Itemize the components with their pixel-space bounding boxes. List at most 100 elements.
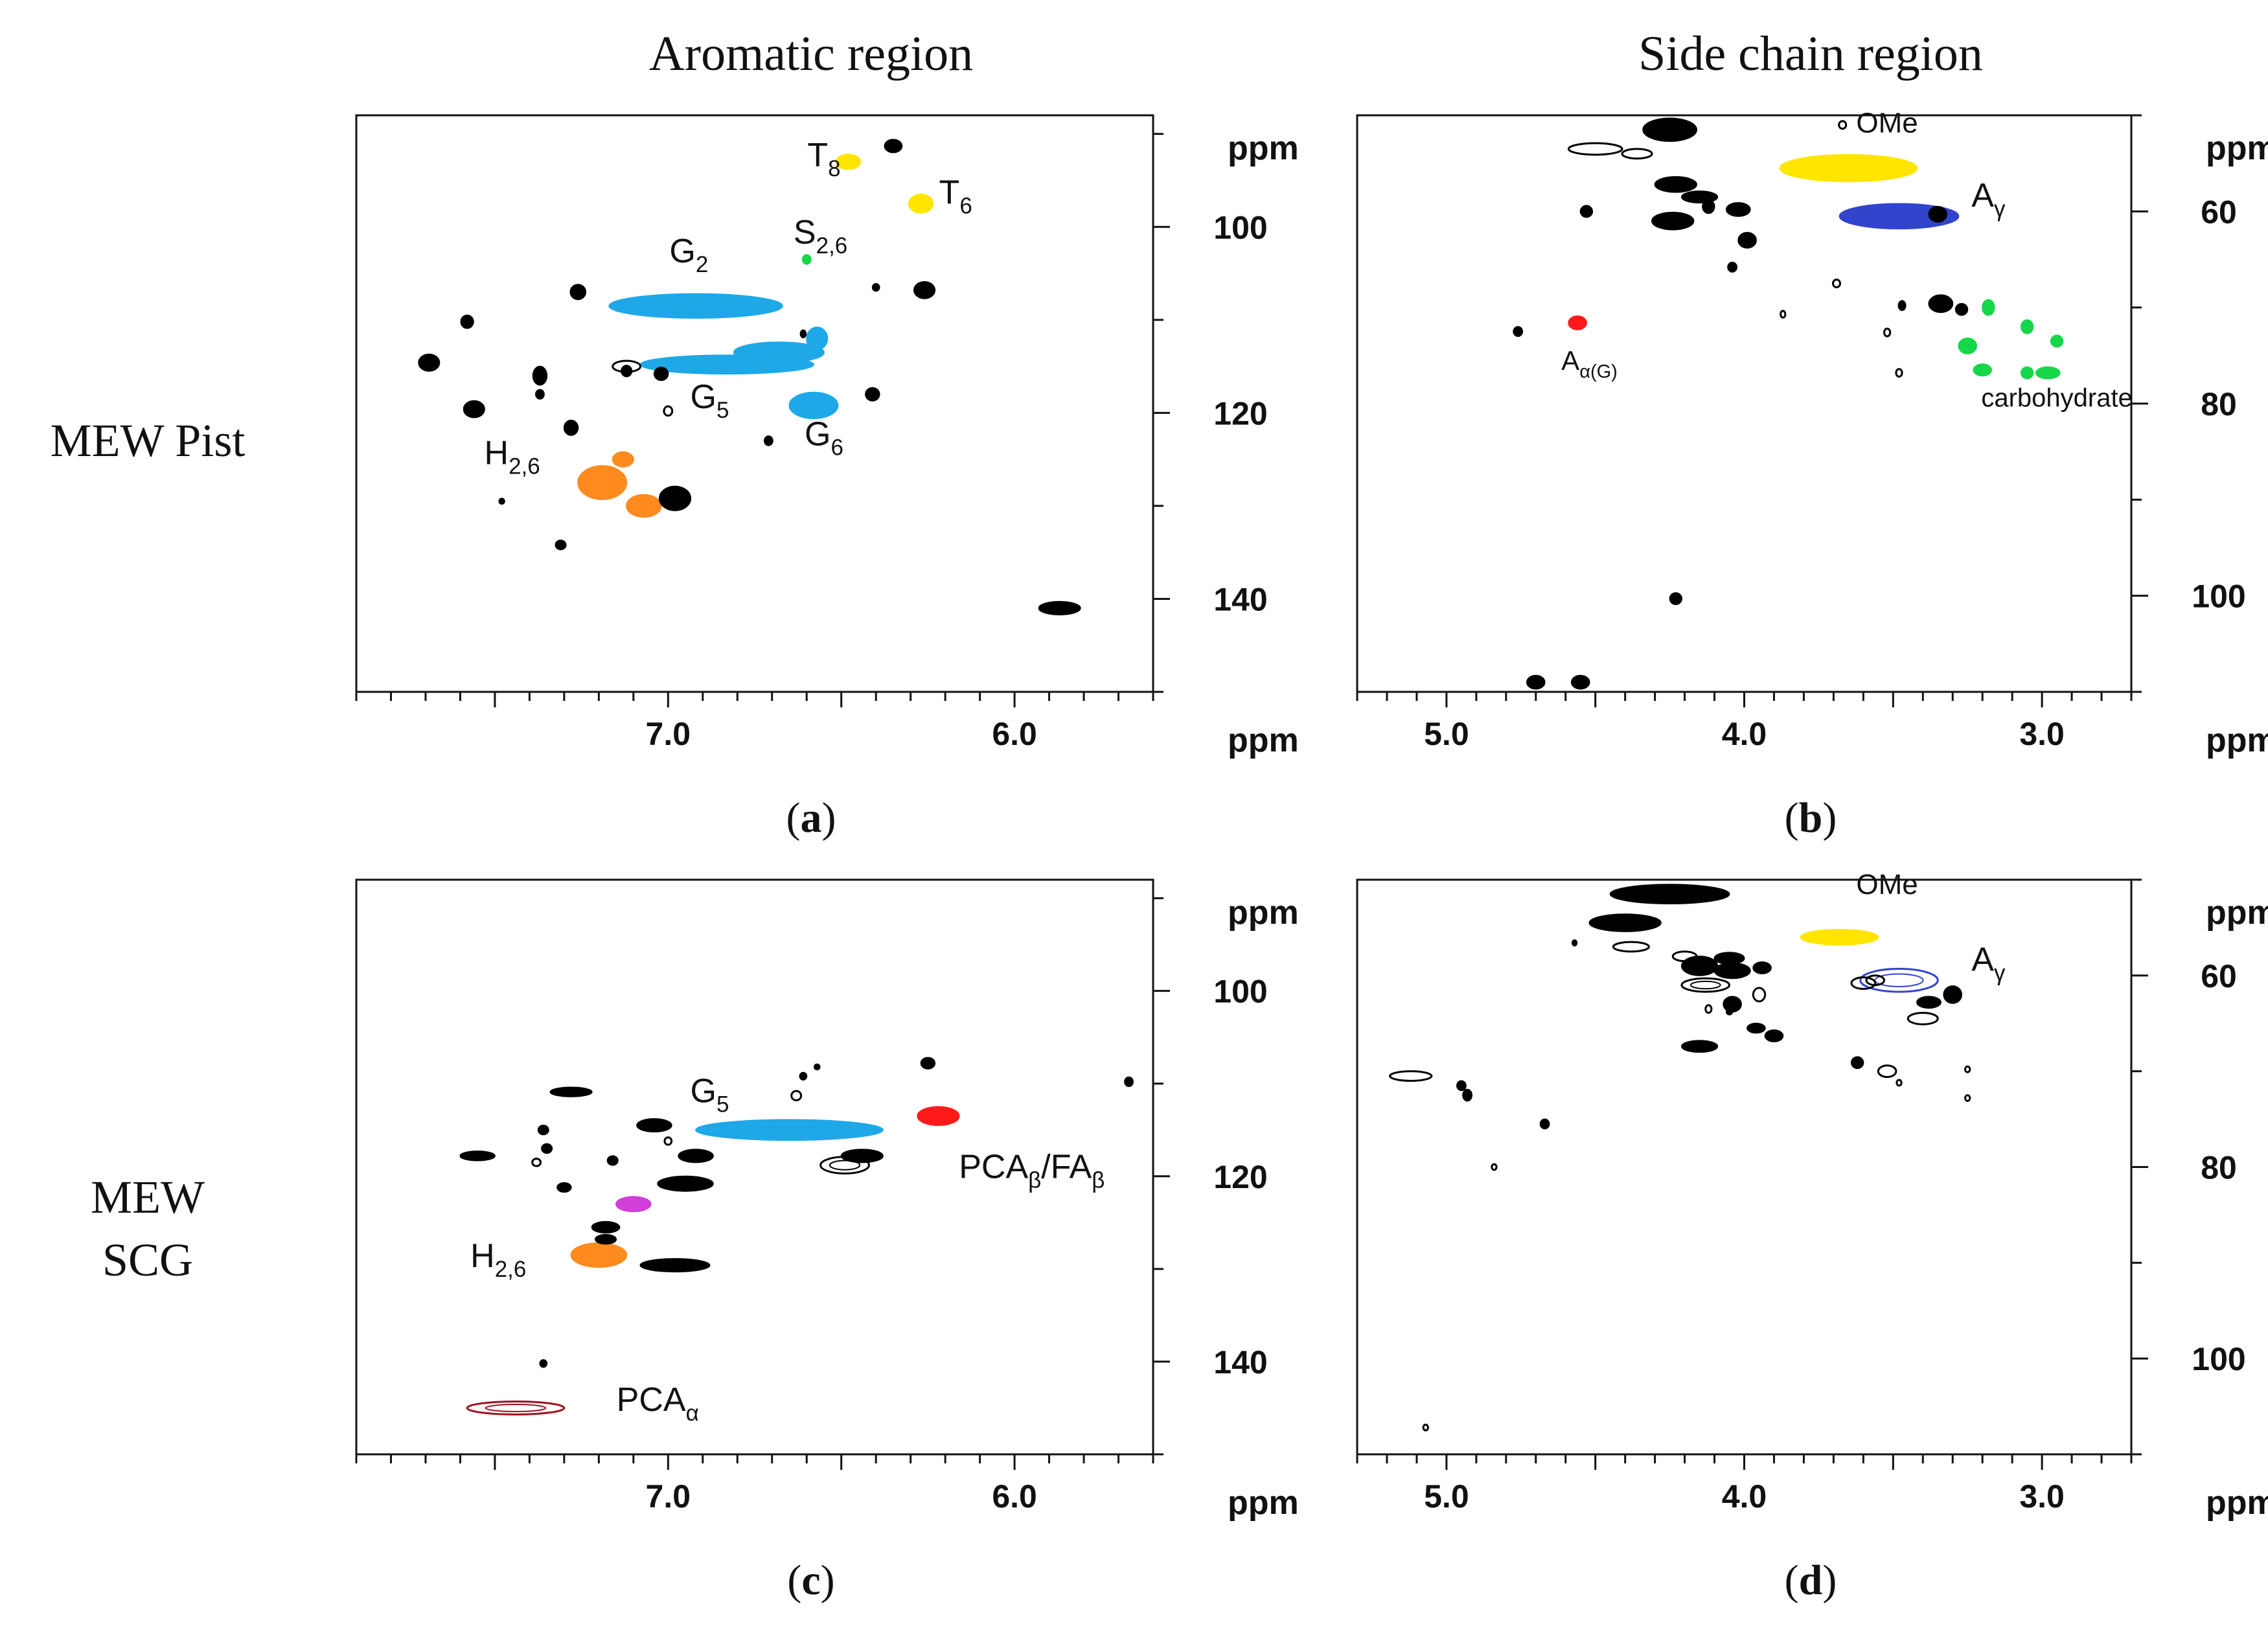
peak-black	[1609, 884, 1730, 904]
x-tick-label: 7.0	[646, 716, 691, 752]
annotation-base: T	[939, 174, 960, 211]
peak-yellow	[908, 194, 934, 214]
peak-annotation: PCAβ/FAβ	[959, 1149, 1105, 1193]
y-axis-label: ppm	[1228, 894, 1299, 932]
peak-contour-inner	[829, 1160, 861, 1171]
peak-contour	[1671, 950, 1698, 963]
peak-black	[555, 540, 567, 551]
annotation-subscript: 2,6	[816, 233, 848, 258]
annotation-base: A	[1971, 941, 1994, 978]
peak-black	[460, 314, 474, 329]
peak-contour-inner	[1690, 980, 1721, 990]
peak-red	[1568, 315, 1587, 330]
peak-contour	[1964, 1065, 1971, 1073]
peak-black	[799, 1071, 808, 1081]
peak-black	[1713, 962, 1751, 979]
annotation-base: G	[805, 416, 830, 453]
annotation-tail: /FA	[1041, 1149, 1092, 1186]
y-tick-label: 100	[1213, 974, 1267, 1010]
peak-orange	[626, 494, 662, 518]
peak-contour	[1621, 148, 1653, 160]
y-tick-label: 140	[1213, 1344, 1267, 1380]
peak-contour	[1859, 967, 1939, 993]
peak-black	[549, 1086, 593, 1097]
annotation-subscript: 8	[828, 156, 840, 181]
peak-black	[1916, 996, 1942, 1009]
x-axis-label: ppm	[2206, 1484, 2268, 1522]
peak-black	[884, 139, 903, 154]
peak-green	[1973, 363, 1992, 376]
peak-black	[639, 1258, 711, 1273]
annotation-base: A	[1561, 345, 1579, 376]
peak-annotation: PCAα	[617, 1381, 699, 1426]
annotation-subscript: γ	[1994, 960, 2006, 985]
peak-contour	[1567, 142, 1623, 156]
peak-contour	[1831, 279, 1841, 289]
peak-black	[1651, 211, 1695, 231]
peak-black	[537, 1125, 549, 1136]
caption-c-letter: c	[801, 1557, 821, 1604]
peak-green	[1958, 338, 1977, 354]
x-tick-label: 4.0	[1722, 1478, 1767, 1515]
peak-black	[535, 389, 545, 400]
peak-contour	[1704, 1004, 1713, 1014]
peak-black	[595, 1233, 617, 1245]
row-label-mew-pist: MEW Pist	[12, 409, 284, 472]
peak-black	[1038, 601, 1081, 615]
peak-black	[913, 280, 936, 299]
peak-black	[799, 329, 807, 339]
peak-black	[1669, 592, 1682, 606]
peak-black	[1764, 1029, 1784, 1042]
annotation-base: T	[807, 137, 828, 174]
row-label-mew-scg: MEW SCG	[12, 1166, 284, 1292]
peak-contour	[663, 405, 674, 417]
peak-contour	[612, 360, 642, 373]
peak-orange	[612, 451, 634, 468]
peak-black	[1850, 1056, 1864, 1070]
annotation-base: PCA	[617, 1381, 686, 1419]
peak-black	[871, 282, 880, 292]
y-axis-label: ppm	[1228, 130, 1299, 167]
x-tick-label: 4.0	[1722, 716, 1767, 752]
peak-contour	[1895, 368, 1903, 378]
annotation-base: G	[691, 378, 716, 416]
column-title-aromatic: Aromatic region	[648, 27, 974, 81]
annotation-subscript: α(G)	[1579, 361, 1618, 382]
peak-black	[1928, 205, 1948, 223]
peak-annotation: H2,6	[485, 434, 540, 479]
y-tick-label: 80	[2201, 386, 2237, 422]
annotation-subscript: γ	[1994, 196, 2006, 222]
peak-contour	[663, 1136, 673, 1146]
peak-contour	[1780, 310, 1787, 319]
peak-annotation: Aγ	[1971, 941, 2006, 985]
peak-annotation: Aγ	[1971, 177, 2006, 222]
y-tick-label: 80	[2201, 1150, 2237, 1186]
x-tick-label: 3.0	[2019, 716, 2065, 752]
peak-black	[1462, 1088, 1472, 1102]
peak-black	[1526, 674, 1546, 690]
peak-black	[1571, 939, 1578, 947]
peak-contour	[1389, 1070, 1433, 1082]
peak-contour	[819, 1156, 870, 1175]
peak-green	[2050, 334, 2064, 348]
annotation-subscript: 2,6	[495, 1257, 527, 1282]
peak-black	[636, 1118, 672, 1133]
row-label-mew-scg-line1: MEW	[91, 1171, 205, 1223]
panel-d: 5.0 4.0 3.0 60 80 100 ppm ppm OMe Aγ	[1356, 869, 2268, 1522]
peak-black	[1713, 952, 1745, 965]
peak-black	[539, 1359, 548, 1368]
peak-contour	[1752, 987, 1767, 1003]
peak-black	[1588, 913, 1662, 932]
peak-black	[1680, 956, 1719, 976]
peak-green	[2020, 366, 2034, 380]
peak-contour	[1612, 941, 1650, 953]
column-title-side-chain: Side chain region	[1638, 27, 1983, 81]
y-tick-label: 60	[2201, 194, 2237, 230]
annotation-base: PCA	[959, 1149, 1028, 1186]
peak-annotation: OMe	[1856, 869, 1918, 900]
peak-black	[1723, 996, 1742, 1013]
peak-black	[840, 1149, 884, 1163]
peak-annotation: carbohydrate	[1981, 383, 2132, 412]
